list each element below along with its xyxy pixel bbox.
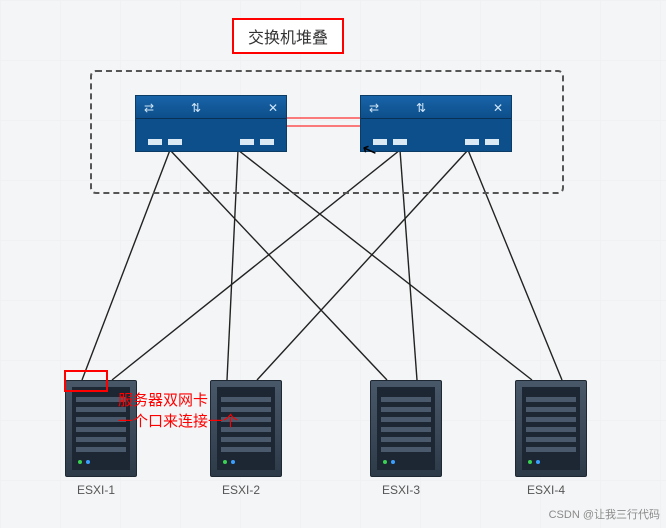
- title-text: 交换机堆叠: [248, 30, 328, 47]
- server-label-esxi1: ESXI-1: [77, 483, 115, 497]
- annotation-line1: 服务器双网卡: [118, 392, 208, 409]
- annotation-highlight-box: [64, 370, 108, 392]
- watermark-text: CSDN @让我三行代码: [549, 506, 660, 522]
- server-label-esxi4: ESXI-4: [527, 483, 565, 497]
- annotation-text: 服务器双网卡 一个口来连接一个: [118, 390, 238, 432]
- server-esxi4: [515, 380, 587, 477]
- annotation-line2: 一个口来连接一个: [118, 413, 238, 430]
- server-label-esxi2: ESXI-2: [222, 483, 260, 497]
- diagram-canvas: { "type": "network-topology", "backgroun…: [0, 0, 666, 528]
- switch-sw1: ⇄✕⇅: [135, 95, 287, 152]
- server-esxi3: [370, 380, 442, 477]
- title-box: 交换机堆叠: [232, 18, 344, 54]
- switch-sw2: ⇄✕⇅: [360, 95, 512, 152]
- server-label-esxi3: ESXI-3: [382, 483, 420, 497]
